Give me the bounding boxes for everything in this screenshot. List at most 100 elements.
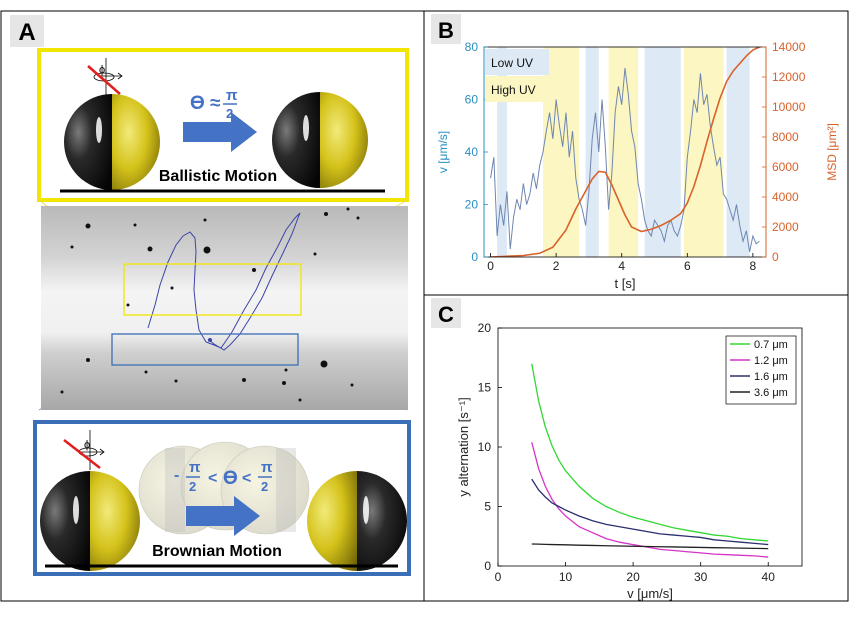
brownian-caption: Brownian Motion [152, 543, 282, 560]
two-left: 2 [189, 479, 196, 494]
y-tick-label-left: 0 [471, 250, 478, 264]
particle [298, 398, 302, 402]
particle [85, 223, 91, 229]
y-tick-label-left: 80 [465, 40, 479, 54]
y-tick-label-c: 20 [478, 321, 492, 335]
legend-b: Low UV High UV [485, 49, 549, 102]
legend-c-entry: 0.7 μm [754, 339, 788, 351]
particle [252, 268, 256, 272]
particle [356, 216, 360, 220]
ballistic-caption: Ballistic Motion [159, 168, 277, 185]
y-tick-label-right: 4000 [772, 190, 799, 204]
particle [320, 360, 328, 368]
two-top: 2 [226, 106, 233, 121]
lt-2: < [242, 470, 251, 487]
x-tick-label-c: 10 [559, 570, 573, 584]
panel-b-letter: B [438, 18, 454, 43]
x-tick-label-c: 40 [762, 570, 776, 584]
particle [242, 378, 246, 382]
particle [147, 246, 153, 252]
y-tick-label-left: 20 [465, 198, 479, 212]
low-uv-band [644, 47, 681, 257]
ballistic-arrow [183, 112, 257, 152]
y-tick-label-right: 12000 [772, 70, 806, 84]
micrograph-particles [60, 207, 360, 402]
particle [350, 383, 354, 387]
particle [313, 252, 317, 256]
x-axis-label-b: t [s] [615, 276, 636, 291]
particle [174, 379, 178, 383]
y-tick-label-right: 6000 [772, 160, 799, 174]
janus-sphere-right-bottom [307, 471, 407, 571]
y-tick-label-right: 2000 [772, 220, 799, 234]
particle [284, 368, 288, 372]
roi-yellow [123, 263, 302, 316]
x-tick-label-c: 20 [626, 570, 640, 584]
particle-trajectory [147, 212, 301, 351]
y-tick-label-c: 15 [478, 381, 492, 395]
particle [324, 212, 328, 216]
pi-top: π [226, 87, 238, 104]
y-tick-label-left: 40 [465, 145, 479, 159]
panel-c-letter: C [438, 302, 454, 327]
chart-c: 0 10 20 30 40 0 5 10 15 20 v [μm/s] y alternation [… [456, 321, 803, 601]
series-v-line [490, 67, 760, 252]
legend-low-uv: Low UV [491, 56, 533, 70]
y-tick-label-left: 60 [465, 93, 479, 107]
y-tick-label-right: 0 [772, 250, 779, 264]
x-tick-label-b: 2 [553, 259, 560, 273]
legend-c: 0.7 μm 1.2 μm 1.6 μm 3.6 μm [725, 335, 797, 405]
y-tick-label-c: 10 [478, 440, 492, 454]
x-tick-label-b: 4 [618, 259, 625, 273]
low-uv-band [497, 47, 507, 257]
brownian-arrow [186, 496, 260, 536]
high-uv-band [543, 47, 580, 257]
lt-1: < [208, 470, 217, 487]
phi-angle-icon: ϕ [87, 58, 123, 96]
low-uv-band [585, 47, 599, 257]
legend-high-uv: High UV [491, 83, 536, 97]
phi-angle-icon-bottom: ϕ [63, 430, 105, 470]
y-axis-label-left: v [μm/s] [436, 131, 450, 173]
particle [133, 223, 137, 227]
particle [126, 303, 130, 307]
panel-c-label-bg [431, 298, 461, 328]
x-tick-label-b: 6 [684, 259, 691, 273]
y-tick-label-c: 5 [484, 500, 491, 514]
two-right: 2 [261, 479, 268, 494]
legend-c-entry: 1.2 μm [754, 355, 788, 367]
janus-sphere-left-top [64, 94, 160, 190]
pi-left: π [189, 459, 201, 476]
phi-symbol: ϕ [99, 64, 105, 76]
y-axis-label-c: y alternation [s⁻¹] [456, 397, 471, 496]
particle [203, 218, 207, 222]
series-line-36m [531, 543, 769, 550]
phi-symbol-bottom: ϕ [84, 439, 90, 451]
x-tick-label-b: 8 [750, 259, 757, 273]
series-line-07m [531, 363, 769, 542]
particle [86, 358, 90, 362]
series-msd-line [490, 47, 760, 257]
particle [60, 390, 64, 394]
particle [282, 381, 286, 385]
series-line-12m [531, 442, 769, 558]
panel-a-letter: A [18, 19, 35, 46]
legend-c-entry: 3.6 μm [754, 387, 788, 399]
series-line-16m [531, 478, 769, 546]
pi-right: π [261, 459, 273, 476]
particle [203, 246, 211, 254]
low-uv-band [726, 47, 750, 257]
minus-sign: - [174, 467, 179, 484]
panel-b-label-bg [431, 14, 461, 44]
y-tick-label-c: 0 [484, 559, 491, 573]
legend-c-entry: 1.6 μm [754, 371, 788, 383]
y-axis-label-right: MSD [μm²] [825, 123, 839, 181]
janus-sphere-right-top [272, 92, 368, 188]
janus-sphere-left-bottom [40, 471, 140, 571]
y-tick-label-right: 14000 [772, 40, 806, 54]
particle [70, 245, 74, 249]
y-tick-label-right: 10000 [772, 100, 806, 114]
x-tick-label-b: 0 [487, 259, 494, 273]
